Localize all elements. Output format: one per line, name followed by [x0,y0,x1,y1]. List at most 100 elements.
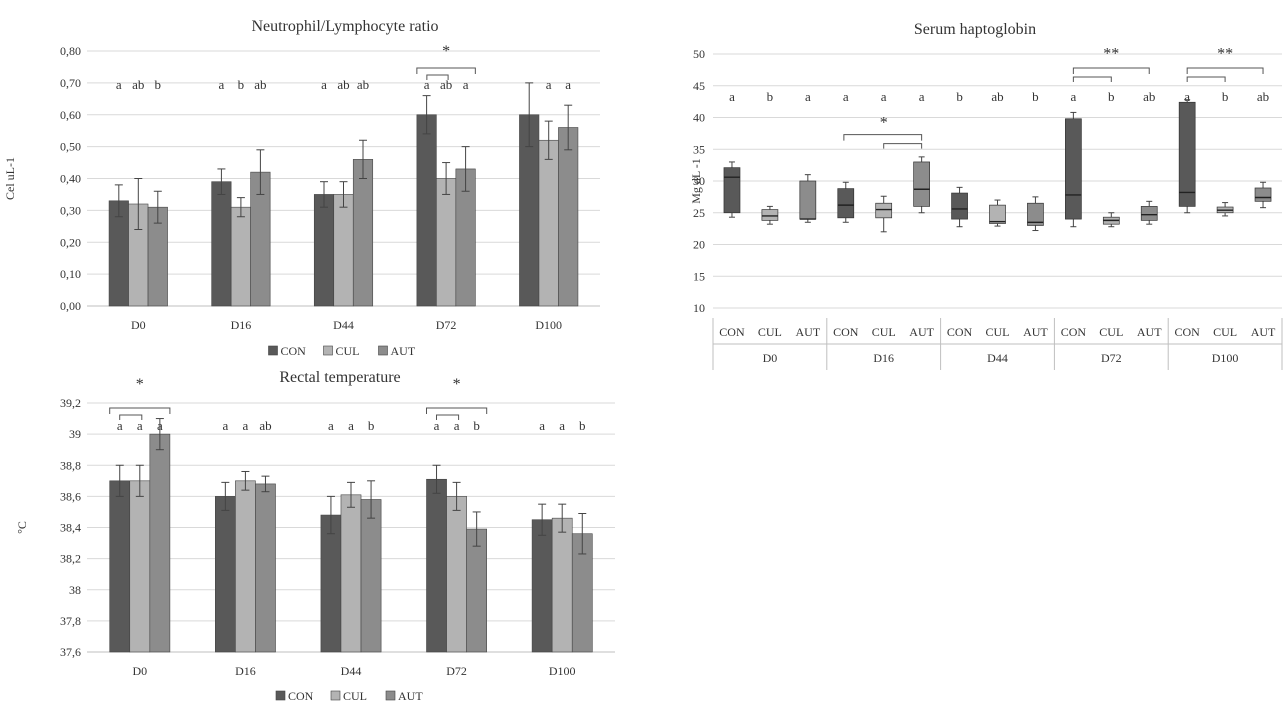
bar-cul [446,496,467,653]
y-tick-label: 50 [693,47,705,61]
y-axis-label: Mg dL -1 [689,158,703,204]
chart-title: Rectal temperature [279,369,400,386]
box-con [951,192,968,220]
significance-letter: ab [259,418,271,433]
significance-bracket [843,134,923,141]
significance-star: * [442,43,450,60]
x-tick-label: D16 [231,318,252,332]
significance-letter: b [1222,89,1229,104]
significance-letter: a [881,89,887,104]
y-tick-label: 37,8 [60,614,81,628]
subcategory-label: CON [719,325,745,339]
y-tick-label: 0,80 [60,44,81,58]
group-label: D100 [1212,351,1239,365]
box-aut [1140,206,1158,221]
significance-letter: ab [440,77,452,92]
subcategory-label: CUL [1099,325,1123,339]
group-label: D16 [873,351,894,365]
bar-con [531,519,553,653]
significance-letter: b [238,77,245,92]
significance-letter: a [454,418,460,433]
subcategory-label: CON [947,325,973,339]
bar-aut [558,127,579,307]
x-tick-label: D72 [436,318,457,332]
chart-title: Serum haptoglobin [914,21,1036,38]
significance-bracket [1072,76,1112,82]
significance-letter: a [117,418,123,433]
significance-letter: a [919,89,925,104]
subcategory-label: CUL [872,325,896,339]
y-tick-label: 38,8 [60,458,81,472]
legend-label: CUL [343,689,367,703]
significance-letter: a [424,77,430,92]
box-aut [1027,202,1044,226]
subcategory-label: CON [833,325,859,339]
y-tick-label: 37,6 [60,645,81,659]
significance-bracket [416,67,476,74]
bar-cul [129,480,151,653]
significance-bracket [109,407,171,414]
box-cul [761,209,779,221]
y-tick-label: 0,40 [60,172,81,186]
significance-letter: a [559,418,565,433]
legend-label: AUT [391,344,416,358]
y-tick-label: 0,00 [60,299,81,313]
significance-letter: a [729,89,735,104]
significance-bracket [426,74,449,80]
significance-letter: a [1070,89,1076,104]
y-tick-label: 39 [69,427,81,441]
box-aut [1254,187,1272,202]
y-tick-label: 40 [693,111,705,125]
y-tick-label: 0,30 [60,203,81,217]
legend-swatch-cul [323,345,333,356]
x-tick-label: D44 [341,664,362,678]
significance-letter: ab [1257,89,1269,104]
bar-aut [360,499,382,653]
significance-letter: a [328,418,334,433]
significance-letter: a [805,89,811,104]
significance-letter: a [565,77,571,92]
significance-letter: a [219,77,225,92]
y-tick-label: 0,10 [60,267,81,281]
box-con [1065,118,1082,220]
nlr-chart: Neutrophil/Lymphocyte ratio Cel uL-1 0,00 0… [3,18,600,358]
bar-cul [340,494,362,653]
bar-con [416,114,437,307]
y-tick-label: 15 [693,269,705,283]
significance-bracket [1072,67,1150,74]
subcategory-label: CUL [986,325,1010,339]
significance-letter: a [321,77,327,92]
significance-bracket [119,414,143,420]
box-cul [875,202,893,219]
significance-letter: a [348,418,354,433]
significance-letter: a [463,77,469,92]
subcategory-label: AUT [1251,325,1276,339]
y-tick-label: 38,4 [60,521,81,535]
significance-star: ** [1217,45,1233,62]
bar-con [320,514,342,653]
significance-letter: a [222,418,228,433]
group-label: D0 [763,351,778,365]
legend-swatch-con [268,345,278,356]
bar-con [313,194,335,307]
box-cul [989,204,1006,224]
bar-cul [230,206,251,307]
x-tick-label: D16 [235,664,256,678]
x-tick-label: D44 [333,318,354,332]
bar-aut [352,159,374,307]
box-aut [913,161,930,207]
y-tick-label: 38,6 [60,489,81,503]
significance-letter: b [956,89,963,104]
significance-letter: ab [991,89,1003,104]
y-tick-label: 20 [693,238,705,252]
y-tick-label: 45 [693,79,705,93]
significance-letter: ab [1143,89,1155,104]
box-con [723,167,741,214]
box-con [837,188,855,219]
significance-letter: ab [357,77,369,92]
y-axis-label: Cel uL-1 [3,157,17,200]
y-tick-label: 35 [693,142,705,156]
legend-label: CON [281,344,307,358]
y-tick-label: 0,70 [60,76,81,90]
